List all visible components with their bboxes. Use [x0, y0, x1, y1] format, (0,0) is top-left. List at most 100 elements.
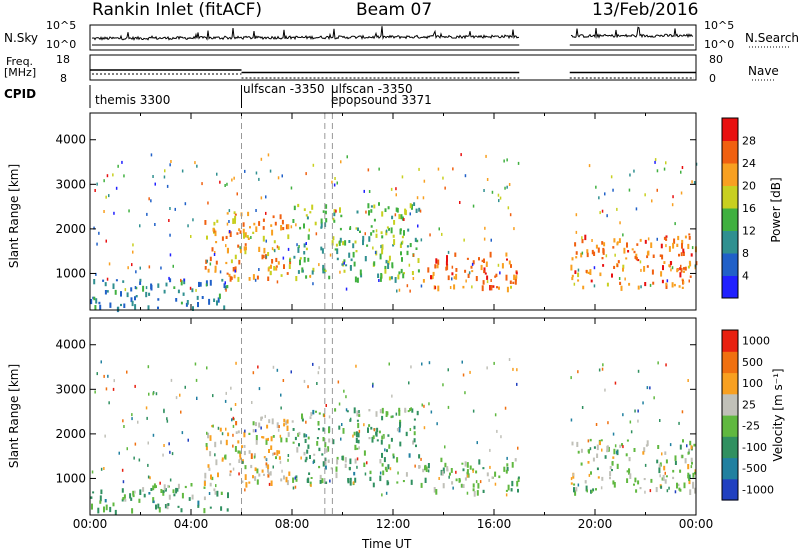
power-echo-cell	[271, 247, 274, 251]
velocity-echo-cell	[285, 476, 288, 483]
power-echo-cell	[364, 232, 366, 236]
velocity-echo-cell	[614, 381, 617, 385]
velocity-echo-cell	[659, 419, 661, 422]
power-echo-cell	[336, 257, 339, 261]
velocity-echo-cell	[466, 469, 469, 475]
velocity-echo-cell	[662, 474, 665, 481]
power-echo-cell	[134, 304, 137, 310]
power-echo-cell	[416, 196, 419, 200]
power-echo-cell	[226, 247, 229, 254]
velocity-echo-cell	[277, 428, 280, 432]
power-echo-cell	[95, 272, 97, 276]
velocity-echo-cell	[229, 473, 232, 477]
power-echo-cell	[436, 264, 439, 269]
power-echo-cell	[139, 266, 141, 270]
x-tick-label: 00:00	[679, 517, 714, 531]
power-echo-cell	[163, 289, 166, 294]
velocity-echo-cell	[461, 462, 464, 465]
velocity-echo-cell	[516, 480, 519, 487]
velocity-echo-cell	[639, 487, 642, 490]
power-echo-cell	[688, 233, 691, 236]
velocity-echo-cell	[378, 430, 381, 434]
velocity-echo-cell	[104, 499, 107, 503]
velocity-echo-cell	[415, 444, 417, 448]
velocity-echo-cell	[665, 363, 667, 367]
velocity-echo-cell	[232, 467, 235, 471]
velocity-echo-cell	[355, 364, 357, 368]
power-echo-cell	[677, 235, 680, 241]
power-echo-cell	[513, 274, 516, 280]
velocity-echo-cell	[295, 475, 298, 479]
power-echo-cell	[367, 168, 370, 172]
power-echo-cell	[340, 160, 342, 164]
velocity-echo-cell	[184, 485, 187, 489]
power-colorbar-tick: 24	[742, 157, 756, 170]
power-echo-cell	[123, 174, 125, 178]
velocity-echo-cell	[294, 485, 297, 489]
velocity-echo-cell	[427, 463, 430, 469]
power-echo-cell	[135, 270, 137, 274]
power-echo-cell	[226, 272, 229, 275]
velocity-echo-cell	[319, 474, 322, 480]
power-echo-cell	[682, 251, 685, 256]
noise-sky-series	[91, 26, 694, 41]
power-echo-cell	[131, 300, 134, 307]
power-echo-cell	[417, 258, 420, 263]
velocity-echo-cell	[606, 449, 609, 453]
velocity-echo-cell	[175, 396, 178, 400]
velocity-colorbar-tick: 1000	[742, 335, 770, 348]
power-echo-cell	[662, 265, 664, 271]
velocity-echo-cell	[133, 456, 135, 460]
power-echo-cell	[265, 255, 268, 259]
velocity-echo-cell	[131, 508, 134, 514]
velocity-echo-cell	[363, 423, 365, 427]
power-panel-bg	[90, 113, 696, 310]
power-echo-cell	[258, 177, 260, 181]
velocity-echo-cell	[138, 498, 141, 503]
velocity-echo-cell	[281, 469, 283, 473]
power-echo-cell	[471, 270, 474, 273]
velocity-echo-cell	[376, 439, 379, 442]
velocity-echo-cell	[622, 413, 624, 417]
power-echo-cell	[128, 209, 130, 213]
power-echo-cell	[417, 224, 419, 228]
velocity-echo-cell	[575, 487, 578, 492]
velocity-echo-cell	[143, 493, 146, 498]
velocity-echo-cell	[506, 463, 509, 467]
velocity-echo-cell	[286, 425, 289, 431]
power-echo-cell	[165, 282, 168, 287]
velocity-echo-cell	[103, 467, 105, 470]
power-echo-cell	[169, 233, 171, 237]
power-echo-cell	[688, 236, 691, 240]
velocity-echo-cell	[175, 487, 178, 494]
velocity-echo-cell	[318, 366, 320, 370]
velocity-echo-cell	[312, 460, 315, 464]
power-echo-cell	[388, 255, 391, 261]
power-echo-cell	[321, 248, 324, 254]
power-colorbar-segment	[722, 275, 738, 299]
power-echo-cell	[398, 214, 401, 220]
power-echo-cell	[267, 267, 270, 272]
power-echo-cell	[244, 232, 247, 238]
velocity-echo-cell	[354, 477, 357, 483]
power-echo-cell	[221, 278, 224, 282]
power-echo-cell	[449, 286, 452, 289]
velocity-echo-cell	[126, 447, 128, 451]
velocity-echo-cell	[580, 448, 583, 453]
velocity-echo-cell	[279, 460, 282, 464]
velocity-echo-cell	[131, 413, 133, 417]
velocity-echo-cell	[381, 463, 384, 467]
power-echo-cell	[244, 250, 247, 255]
velocity-echo-cell	[345, 395, 347, 399]
velocity-echo-cell	[409, 428, 412, 431]
velocity-echo-cell	[258, 387, 261, 391]
velocity-echo-cell	[349, 477, 352, 481]
power-echo-cell	[627, 250, 630, 253]
velocity-echo-cell	[262, 436, 265, 439]
velocity-echo-cell	[410, 479, 413, 485]
power-echo-cell	[281, 219, 284, 225]
velocity-echo-cell	[230, 407, 232, 411]
cpid-label: CPID	[4, 87, 37, 101]
power-echo-cell	[206, 259, 208, 263]
velocity-echo-cell	[146, 416, 148, 420]
